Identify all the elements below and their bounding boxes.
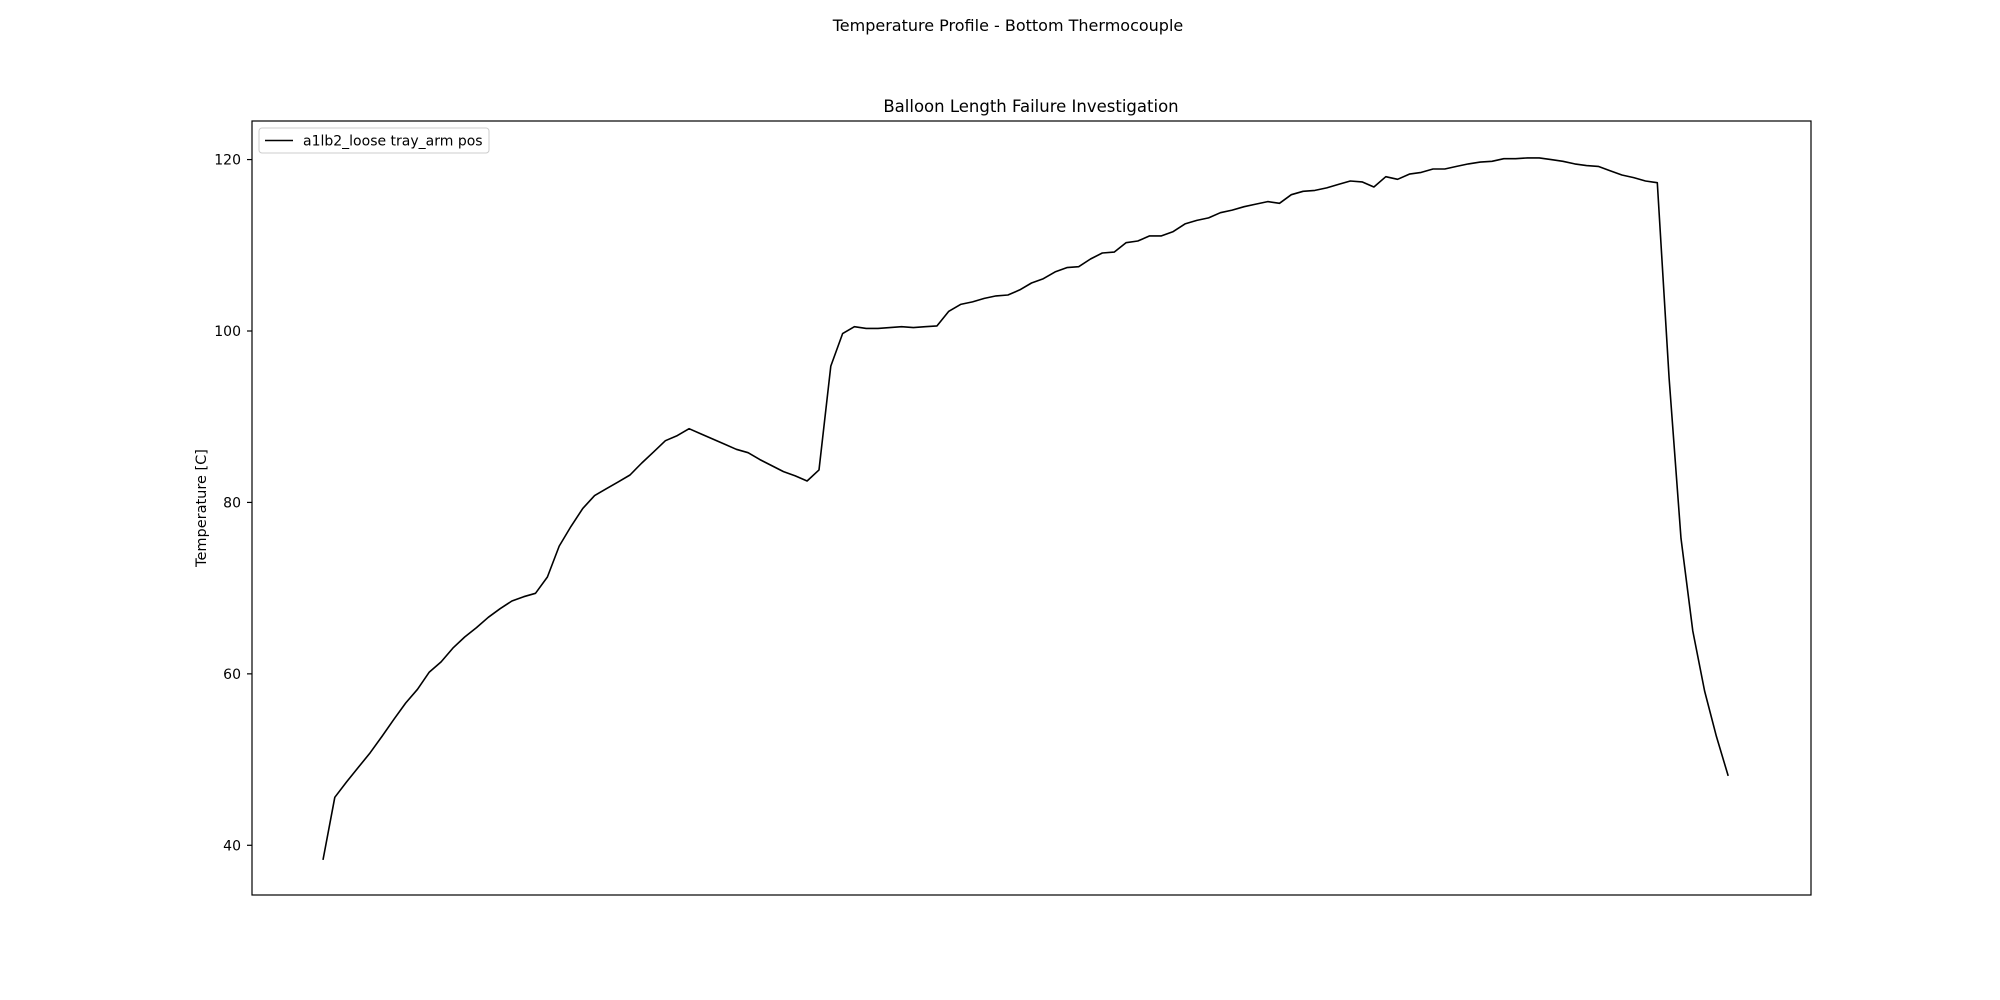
series-layer bbox=[322, 157, 1729, 861]
y-tick-label: 80 bbox=[223, 495, 241, 511]
plot-area bbox=[251, 120, 1812, 896]
y-tick-label: 60 bbox=[223, 667, 241, 683]
legend-box bbox=[258, 127, 490, 154]
y-axis: 40 60 80 100 120 bbox=[214, 153, 252, 854]
legend-label: a1lb2_loose tray_arm pos bbox=[303, 134, 483, 150]
y-tick-label: 120 bbox=[214, 153, 241, 169]
chart-title: Balloon Length Failure Investigation bbox=[883, 97, 1178, 116]
y-tick-label: 40 bbox=[223, 838, 241, 854]
y-axis-label: Temperature [C] bbox=[194, 449, 210, 568]
figure-suptitle: Temperature Profile - Bottom Thermocoupl… bbox=[832, 16, 1184, 35]
y-tick-label: 100 bbox=[214, 324, 241, 340]
series-line bbox=[322, 157, 1729, 861]
legend[interactable]: a1lb2_loose tray_arm pos bbox=[258, 127, 490, 154]
